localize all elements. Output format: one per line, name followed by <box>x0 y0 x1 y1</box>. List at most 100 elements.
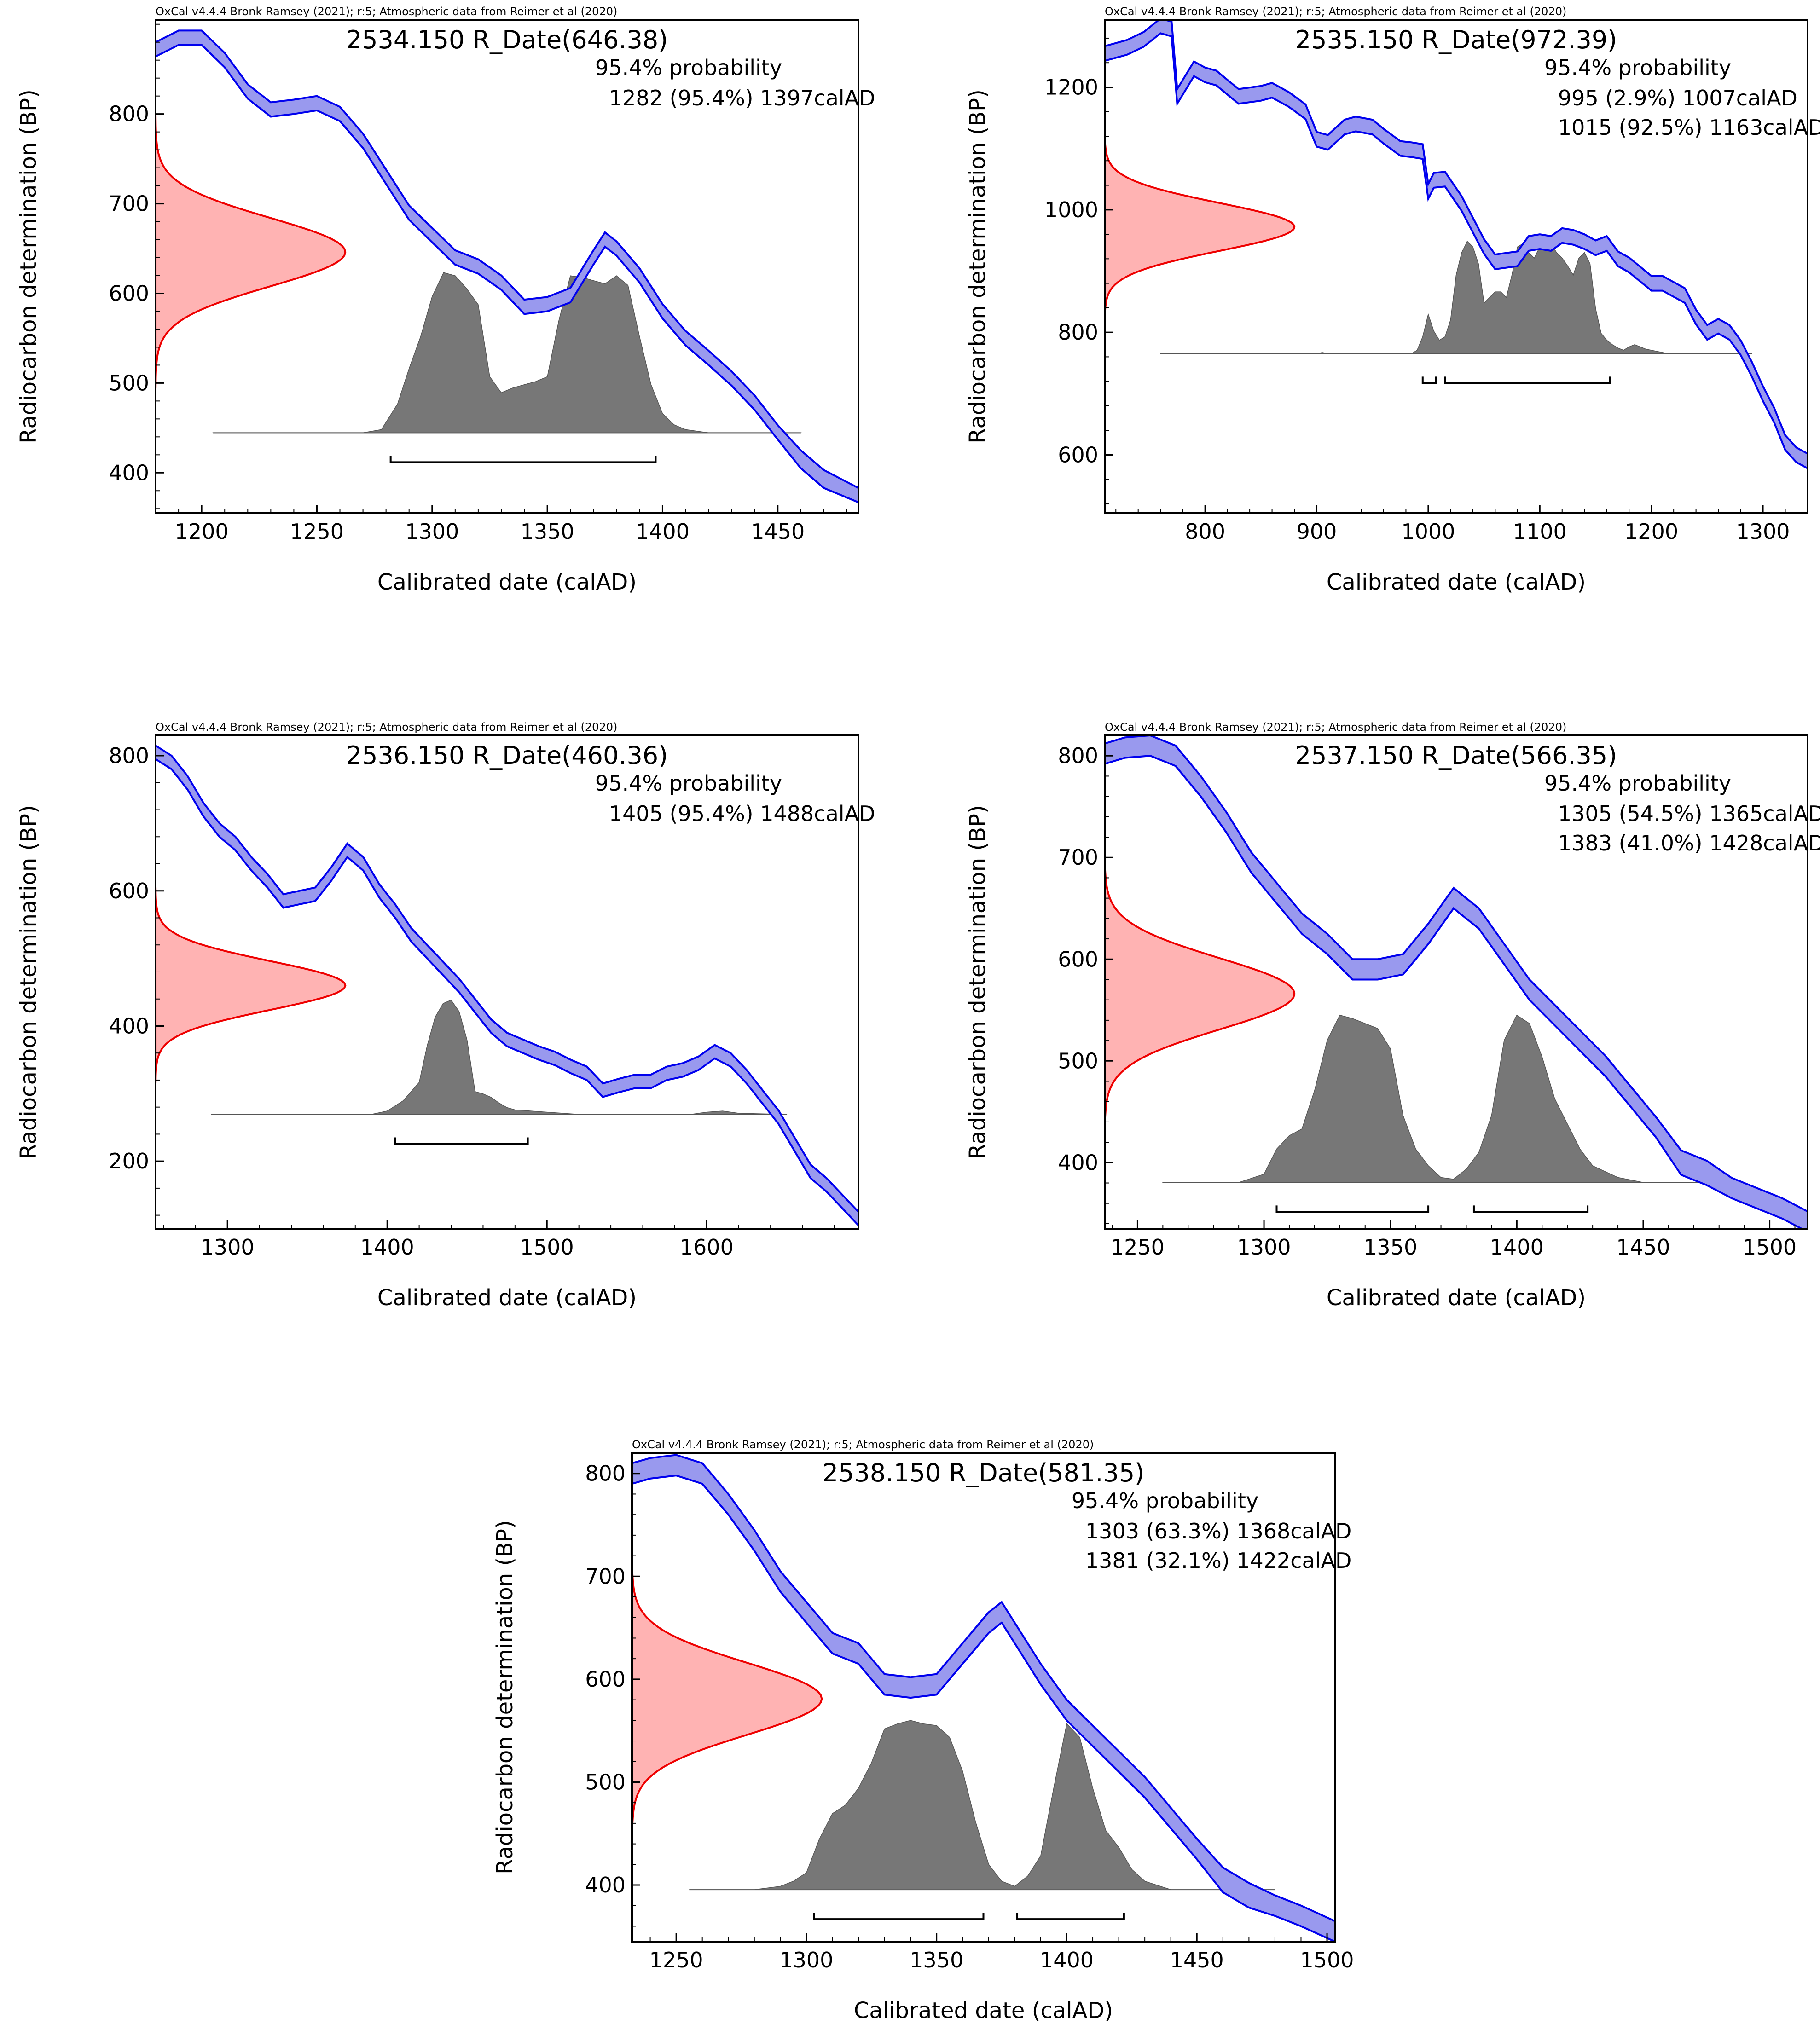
plot-area <box>1105 735 1808 1229</box>
calibrated-range-1: 1405 (95.4%) 1488calAD <box>609 801 875 826</box>
y-tick-label: 400 <box>109 460 149 485</box>
plot-area <box>1105 20 1808 469</box>
chart-title: 2538.150 R_Date(581.35) <box>823 1458 1145 1487</box>
x-tick-label: 1350 <box>910 1948 963 1972</box>
plot-frame <box>155 734 859 1230</box>
range-bar-2 <box>1016 1913 1125 1920</box>
probability-label: 95.4% probability <box>595 55 782 80</box>
chart-title: 2535.150 R_Date(972.39) <box>1295 25 1617 54</box>
probability-label: 95.4% probability <box>1072 1488 1258 1513</box>
y-tick-label: 500 <box>585 1770 626 1794</box>
y-tick-label: 700 <box>1058 845 1098 870</box>
range-bar-2 <box>1444 376 1611 384</box>
chart-panel-1: 1200 1250 1300 1350 1400 1450 400 500 600 700 800 O… <box>16 5 875 595</box>
x-tick-label: 1400 <box>1040 1948 1094 1972</box>
x-tick-label: 1500 <box>1300 1948 1354 1972</box>
chart-panel-4: 1250 1300 1350 1400 1450 1500 400 500 600 700 800 O… <box>965 721 1820 1311</box>
x-tick-label: 1300 <box>405 519 459 544</box>
y-axis-label: Radiocarbon determination (BP) <box>965 805 991 1159</box>
x-tick-label: 1300 <box>1237 1235 1291 1260</box>
x-tick-label: 1350 <box>1363 1235 1417 1260</box>
calibration-curve-lower <box>156 758 858 1226</box>
calibrated-range-1: 1305 (54.5%) 1365calAD <box>1558 801 1820 826</box>
y-tick-label: 600 <box>585 1667 626 1692</box>
x-tick-label: 1450 <box>1616 1235 1670 1260</box>
x-tick-label: 1000 <box>1401 519 1455 544</box>
y-tick-label: 600 <box>109 281 149 306</box>
posterior-distribution <box>689 1720 1275 1890</box>
calibration-curve-band <box>1105 735 1808 1229</box>
credit-line: OxCal v4.4.4 Bronk Ramsey (2021); r:5; A… <box>1105 5 1566 18</box>
calibrated-range-1: 1282 (95.4%) 1397calAD <box>609 86 875 110</box>
plot-frame <box>631 1452 1336 1943</box>
y-axis-label: Radiocarbon determination (BP) <box>492 1520 518 1874</box>
range-bar-1 <box>389 456 657 463</box>
x-tick-label: 1500 <box>1743 1235 1797 1260</box>
y-tick-label: 600 <box>109 879 149 903</box>
calibration-curve-lower <box>632 1475 1335 1942</box>
range-bar-1 <box>394 1137 529 1145</box>
measurement-distribution <box>632 1553 823 1843</box>
x-axis-label: Calibrated date (calAD) <box>1327 1285 1586 1311</box>
x-tick-label: 1450 <box>751 519 805 544</box>
x-tick-label: 1400 <box>636 519 690 544</box>
x-axis-label: Calibrated date (calAD) <box>377 1285 637 1311</box>
calibration-curve-upper <box>1105 20 1808 455</box>
calibration-curve-upper <box>156 745 858 1213</box>
range-bar-2 <box>1472 1205 1589 1213</box>
x-tick-label: 900 <box>1297 519 1337 544</box>
chart-panel-2: 800 900 1000 1100 1200 1300 600 800 1000 1200 OxCa… <box>965 5 1820 595</box>
y-tick-label: 700 <box>109 191 149 216</box>
measurement-distribution <box>156 887 347 1083</box>
calibrated-range-1: 995 (2.9%) 1007calAD <box>1558 86 1797 110</box>
y-tick-label: 500 <box>1058 1048 1098 1073</box>
y-tick-label: 1000 <box>1044 197 1098 222</box>
x-tick-label: 1300 <box>201 1235 255 1260</box>
measurement-distribution <box>1105 130 1296 323</box>
y-axis-label: Radiocarbon determination (BP) <box>16 805 41 1159</box>
calibrated-range-2: 1381 (32.1%) 1422calAD <box>1085 1548 1352 1573</box>
y-tick-label: 800 <box>1058 320 1098 345</box>
probability-label: 95.4% probability <box>595 771 782 796</box>
x-tick-label: 800 <box>1185 519 1225 544</box>
chart-title: 2536.150 R_Date(460.36) <box>346 741 668 770</box>
chart-panel-5: 1250 1300 1350 1400 1450 1500 400 500 600 700 800 O… <box>492 1438 1354 2024</box>
x-tick-label: 1500 <box>520 1235 574 1260</box>
x-tick-label: 1600 <box>680 1235 734 1260</box>
y-tick-label: 800 <box>109 102 149 127</box>
x-tick-label: 1350 <box>521 519 574 544</box>
y-tick-label: 700 <box>585 1564 626 1589</box>
x-tick-label: 1250 <box>1111 1235 1165 1260</box>
y-tick-label: 600 <box>1058 947 1098 972</box>
plot-frame <box>155 19 859 514</box>
x-tick-label: 1250 <box>649 1948 703 1972</box>
y-tick-label: 800 <box>109 743 149 768</box>
y-tick-label: 600 <box>1058 442 1098 467</box>
x-tick-label: 1450 <box>1170 1948 1224 1972</box>
plot-area <box>156 29 858 503</box>
chart-title: 2534.150 R_Date(646.38) <box>346 25 668 54</box>
calibration-curve-lower <box>1105 32 1808 469</box>
measurement-distribution <box>156 115 347 389</box>
y-tick-label: 800 <box>1058 743 1098 768</box>
posterior-distribution <box>212 272 802 434</box>
posterior-distribution <box>210 1000 788 1115</box>
calibration-curve-upper <box>1105 735 1808 1213</box>
calibration-curve-lower <box>156 44 858 503</box>
x-tick-label: 1300 <box>1736 519 1790 544</box>
probability-label: 95.4% probability <box>1544 771 1731 796</box>
y-tick-label: 1200 <box>1044 75 1098 99</box>
x-tick-label: 1200 <box>175 519 229 544</box>
probability-label: 95.4% probability <box>1544 55 1731 80</box>
x-tick-label: 1100 <box>1513 519 1567 544</box>
calibrated-range-1: 1303 (63.3%) 1368calAD <box>1085 1519 1352 1544</box>
calibration-curve-upper <box>156 29 858 489</box>
credit-line: OxCal v4.4.4 Bronk Ramsey (2021); r:5; A… <box>1105 721 1566 734</box>
y-tick-label: 400 <box>585 1873 626 1897</box>
credit-line: OxCal v4.4.4 Bronk Ramsey (2021); r:5; A… <box>156 5 617 18</box>
posterior-distribution <box>1162 1014 1745 1183</box>
calibrated-range-2: 1383 (41.0%) 1428calAD <box>1558 831 1820 856</box>
calibration-curve-lower <box>1105 755 1804 1229</box>
x-axis-label: Calibrated date (calAD) <box>854 1998 1113 2024</box>
